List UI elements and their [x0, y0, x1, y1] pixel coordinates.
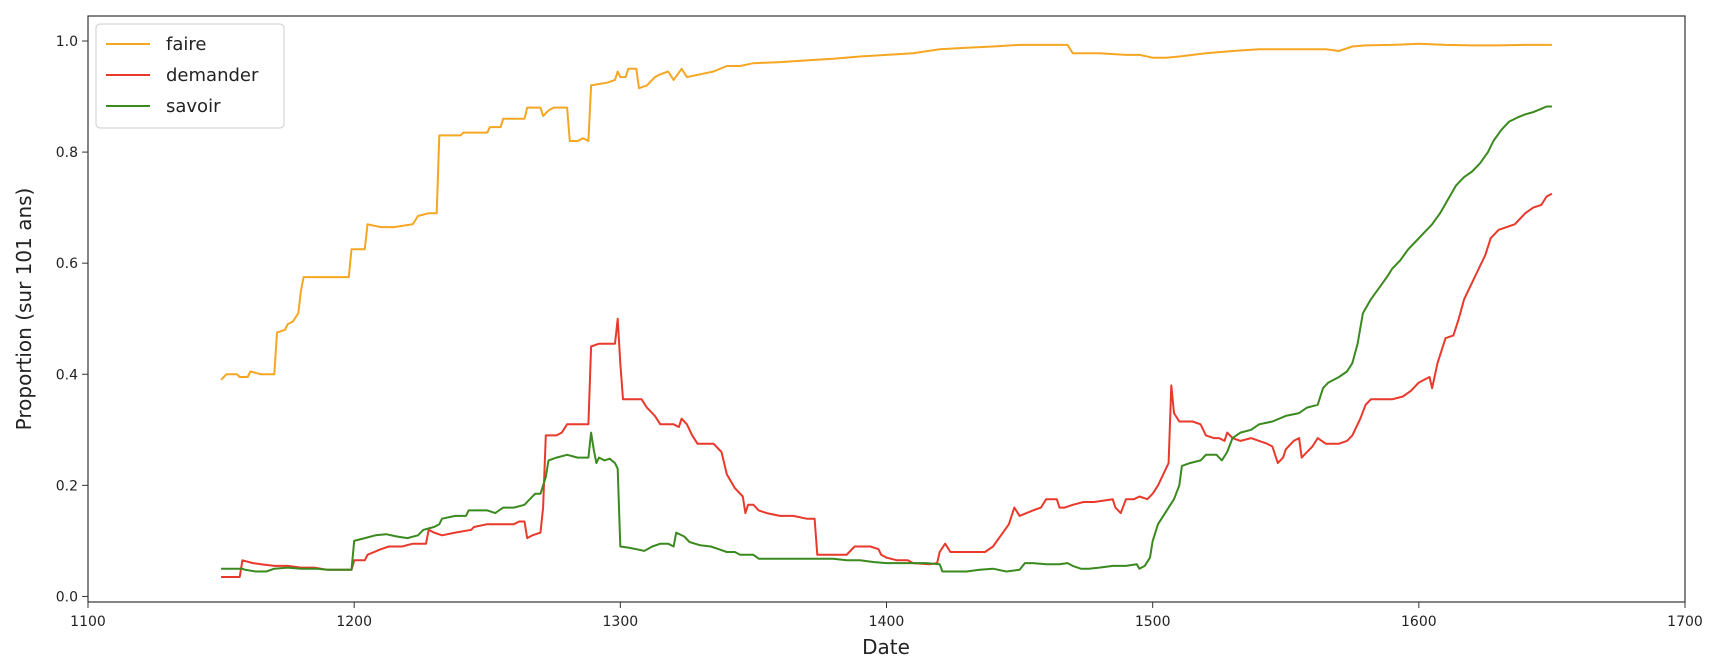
x-axis-title: Date	[862, 635, 910, 659]
x-tick-label: 1700	[1667, 614, 1703, 630]
y-tick-label: 0.0	[56, 589, 78, 605]
y-tick-label: 0.8	[56, 145, 78, 161]
series-layer	[220, 42, 1553, 578]
x-tick-label: 1600	[1401, 614, 1437, 630]
y-tick-label: 0.6	[56, 256, 78, 272]
x-axis: 1100 1200 1300 1400 1500 1600 1700	[70, 602, 1703, 630]
x-tick-label: 1300	[603, 614, 639, 630]
y-axis: 0.0 0.2 0.4 0.6 0.8 1.0	[56, 34, 88, 605]
x-tick-label: 1100	[70, 614, 106, 630]
series-line-demander	[221, 192, 1553, 578]
series-line-faire	[220, 42, 1552, 381]
x-tick-label: 1400	[869, 614, 905, 630]
legend-label-faire: faire	[166, 34, 206, 55]
x-tick-label: 1200	[336, 614, 372, 630]
y-tick-label: 0.2	[56, 478, 78, 494]
legend-label-demander: demander	[166, 65, 259, 86]
y-tick-label: 0.4	[56, 367, 78, 383]
y-tick-label: 1.0	[56, 34, 78, 50]
legend: faire demander savoir	[95, 23, 285, 129]
legend-box	[95, 23, 285, 129]
y-axis-title: Proportion (sur 101 ans)	[12, 188, 36, 431]
legend-label-savoir: savoir	[166, 96, 221, 117]
series-line-savoir	[221, 105, 1552, 573]
x-tick-label: 1500	[1135, 614, 1171, 630]
plot-background	[88, 16, 1685, 602]
